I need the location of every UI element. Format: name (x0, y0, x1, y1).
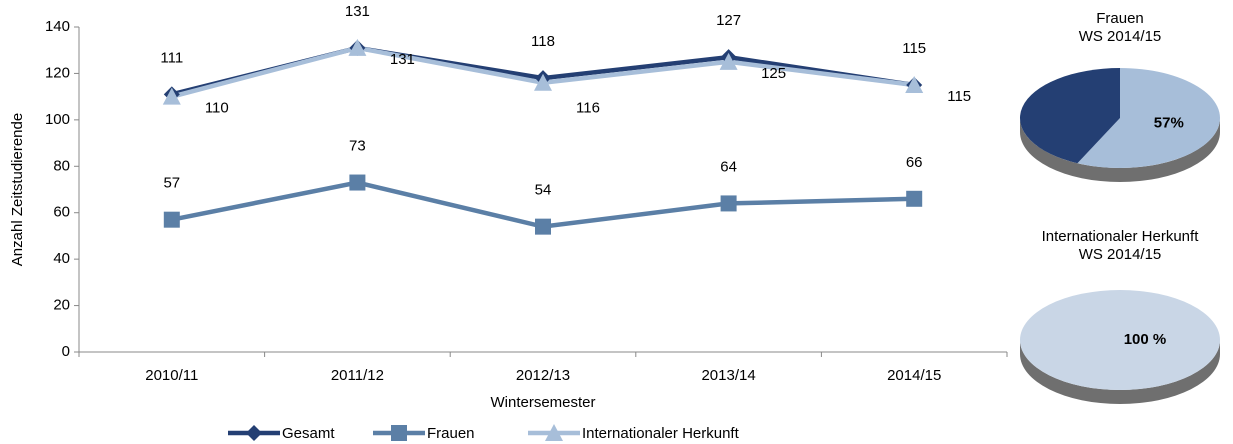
data-label: 131 (345, 3, 370, 20)
marker (535, 218, 551, 235)
marker (348, 38, 367, 56)
y-tick-label: 120 (45, 64, 70, 81)
marker (163, 211, 180, 228)
data-label: 73 (349, 138, 366, 155)
data-label: 118 (531, 33, 555, 50)
pie-label: 100 % (1124, 331, 1167, 348)
data-label: 115 (902, 40, 926, 57)
marker (906, 190, 923, 207)
pie-slice (1077, 68, 1221, 168)
data-label: 110 (205, 100, 229, 117)
marker (719, 52, 738, 70)
y-tick-label: 40 (53, 250, 70, 267)
y-tick-label: 100 (45, 111, 70, 128)
data-label: 54 (535, 182, 552, 199)
data-label: 111 (160, 49, 183, 66)
y-tick-label: 140 (45, 18, 70, 35)
marker (534, 73, 552, 91)
data-label: 131 (390, 51, 415, 68)
marker (720, 195, 737, 212)
y-tick-label: 0 (62, 343, 70, 360)
legend-label: Gesamt (282, 425, 335, 442)
x-tick-label: 2012/13 (516, 367, 570, 384)
data-label: 57 (163, 175, 180, 192)
data-label: 115 (947, 88, 971, 105)
pie-label: 57% (1154, 114, 1184, 131)
x-tick-label: 2014/15 (887, 367, 941, 384)
legend-label: Frauen (427, 425, 475, 442)
marker (349, 174, 366, 191)
pie-title: Internationaler Herkunft WS 2014/15 (1041, 228, 1199, 263)
pie-slice (1020, 68, 1120, 164)
pie-side (1020, 340, 1220, 404)
marker (391, 425, 407, 441)
marker (545, 424, 563, 441)
y-tick-label: 60 (53, 204, 70, 221)
marker (246, 425, 262, 441)
marker (905, 76, 924, 94)
data-label: 66 (906, 154, 923, 171)
data-label: 125 (761, 65, 786, 82)
legend-label: Internationaler Herkunft (582, 425, 740, 442)
y-tick-label: 20 (53, 297, 70, 314)
x-tick-label: 2013/14 (701, 367, 755, 384)
marker (162, 87, 181, 105)
y-axis-label: Anzahl Zeitstudierende (9, 113, 26, 266)
pie-slice (1020, 290, 1220, 390)
data-label: 116 (576, 100, 600, 117)
y-tick-label: 80 (53, 157, 70, 174)
data-label: 64 (720, 158, 737, 175)
pie-side (1020, 118, 1220, 182)
x-tick-label: 2010/11 (145, 367, 198, 384)
pie-title: Frauen WS 2014/15 (1078, 10, 1162, 45)
x-axis-label: Wintersemester (490, 394, 595, 411)
x-tick-label: 2011/12 (331, 367, 384, 384)
data-label: 127 (716, 12, 741, 29)
